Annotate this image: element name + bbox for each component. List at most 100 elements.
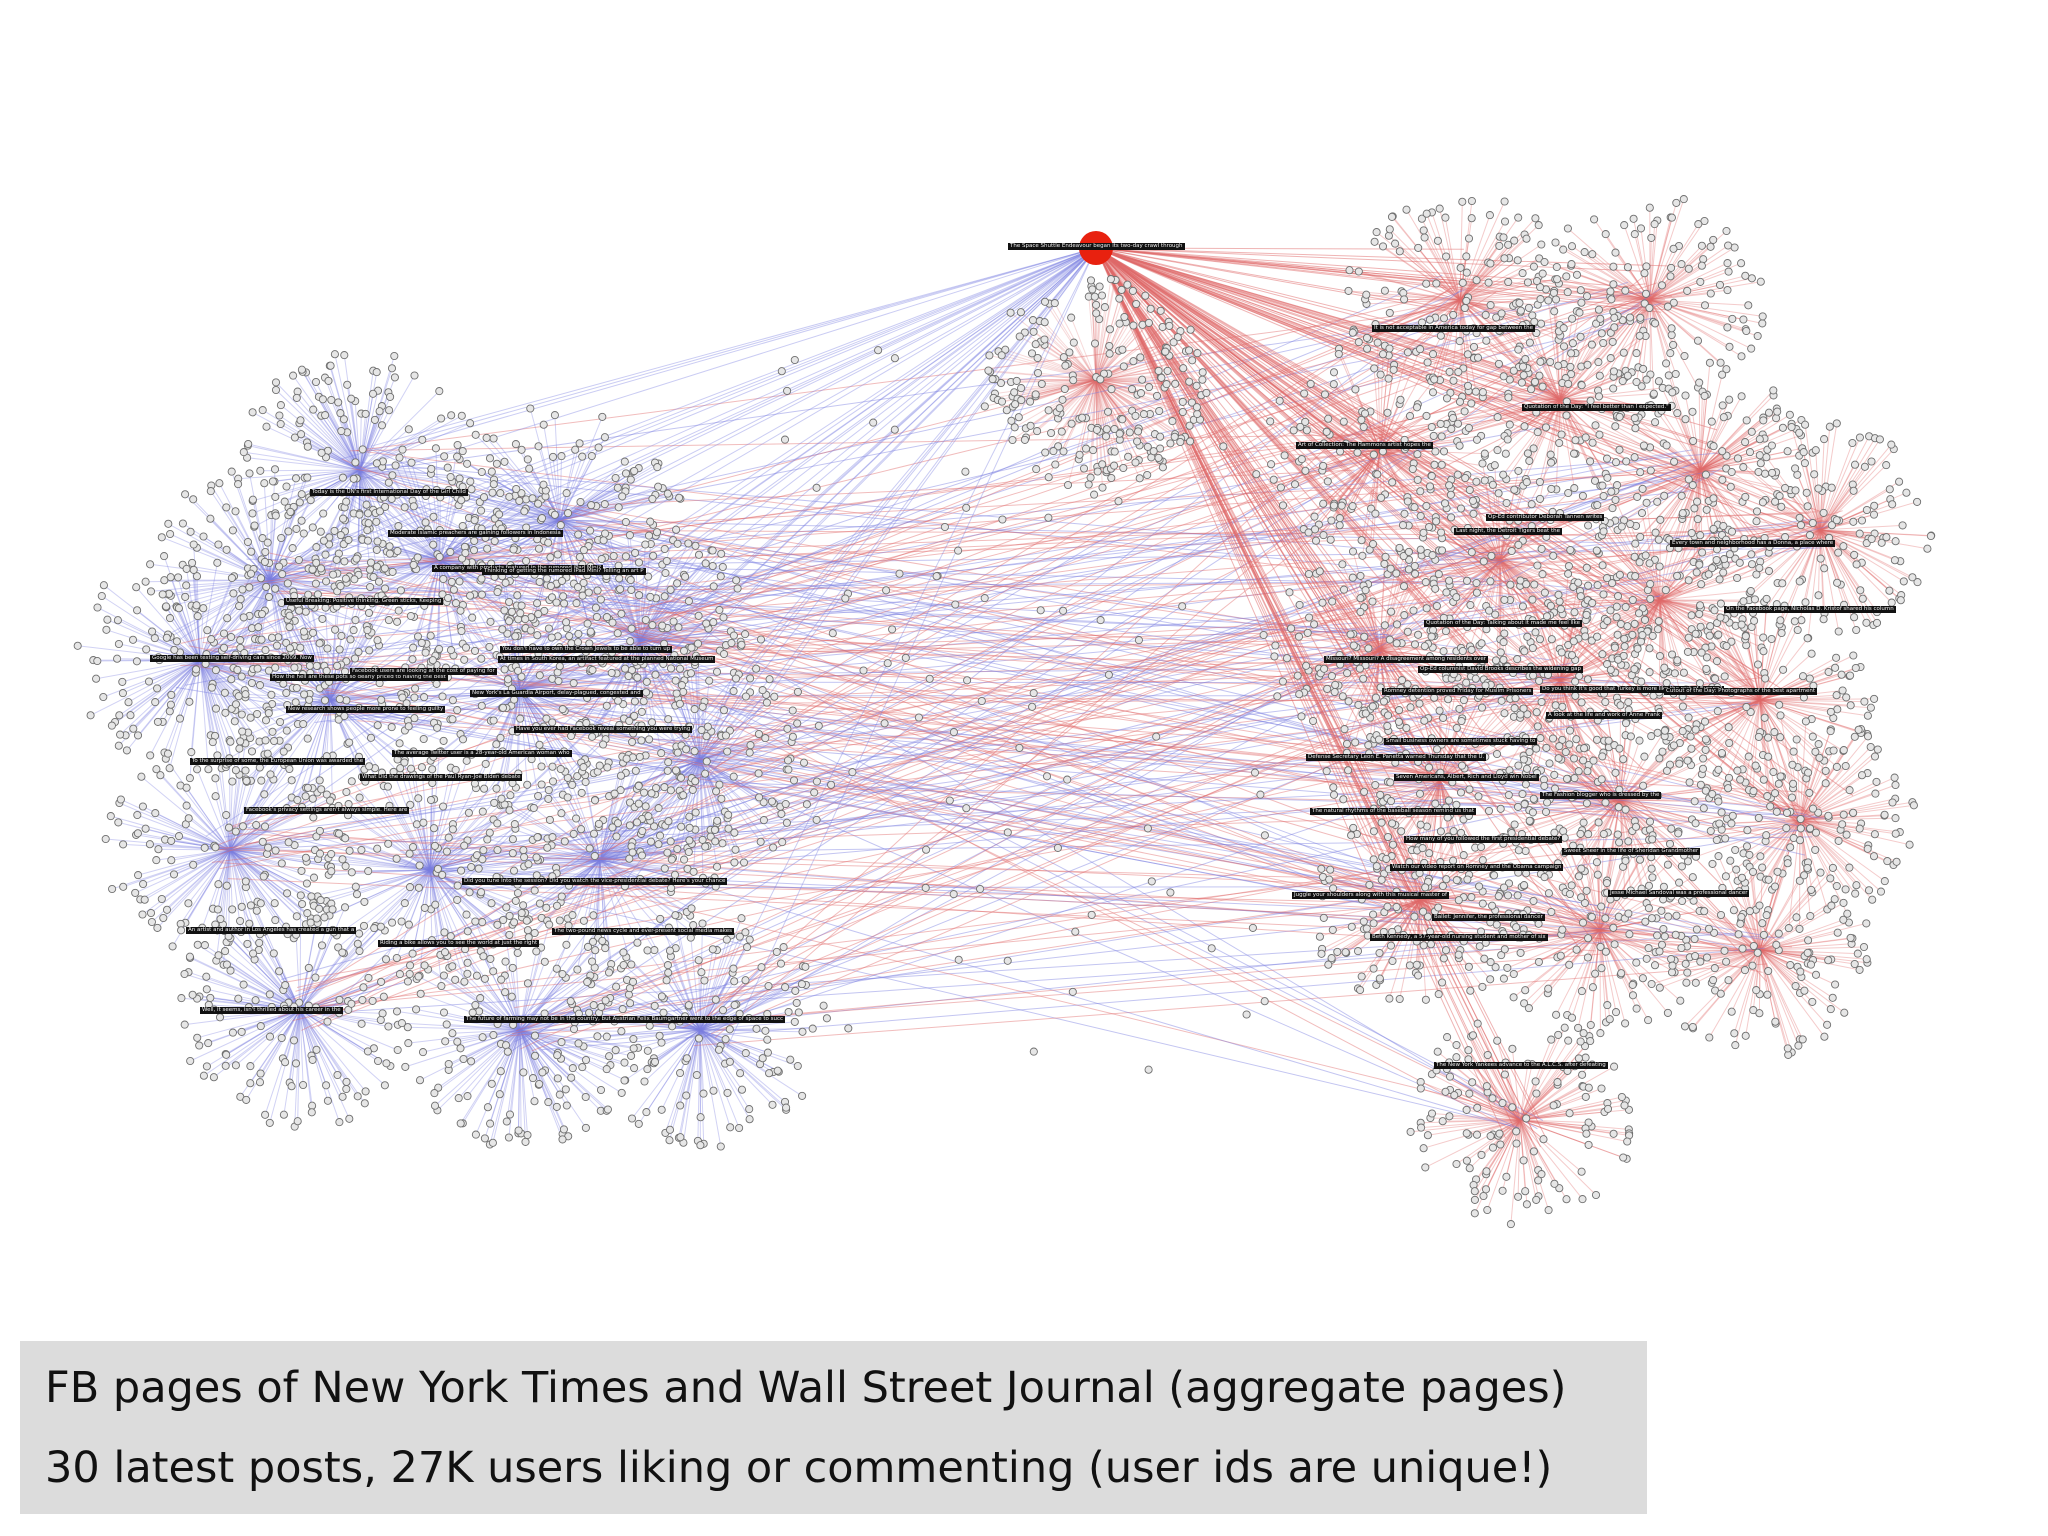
edge bbox=[359, 469, 416, 569]
edge bbox=[329, 598, 362, 701]
edge bbox=[359, 428, 410, 471]
edge bbox=[351, 559, 441, 605]
edge bbox=[359, 393, 374, 471]
edge bbox=[437, 559, 441, 652]
edge bbox=[429, 751, 440, 871]
edge bbox=[137, 849, 231, 876]
edge bbox=[559, 519, 666, 574]
edge bbox=[359, 419, 376, 471]
edge bbox=[269, 579, 289, 661]
edge bbox=[269, 579, 285, 657]
edge bbox=[559, 462, 656, 521]
edge bbox=[439, 548, 540, 561]
edge bbox=[559, 449, 576, 521]
edge bbox=[229, 849, 247, 882]
edge bbox=[494, 518, 561, 521]
edge bbox=[350, 398, 361, 471]
edge bbox=[223, 579, 271, 634]
edge bbox=[373, 559, 441, 578]
edge bbox=[368, 522, 441, 561]
edge bbox=[324, 377, 361, 471]
edge bbox=[269, 569, 313, 581]
edge bbox=[519, 658, 606, 691]
edge bbox=[559, 519, 656, 537]
edge bbox=[359, 469, 453, 482]
edge bbox=[229, 826, 244, 851]
edge bbox=[559, 504, 592, 521]
edge bbox=[519, 664, 638, 691]
edge bbox=[359, 469, 363, 539]
edge bbox=[519, 689, 565, 752]
edge bbox=[296, 469, 361, 530]
edge bbox=[296, 397, 361, 471]
edge bbox=[559, 519, 605, 573]
edge bbox=[226, 849, 231, 886]
edge bbox=[235, 699, 331, 711]
edge bbox=[439, 540, 545, 561]
edge bbox=[460, 689, 521, 735]
edge bbox=[180, 849, 231, 931]
edge bbox=[439, 559, 499, 590]
edge bbox=[212, 849, 231, 909]
edge bbox=[329, 632, 372, 701]
edge bbox=[519, 672, 617, 691]
edge bbox=[329, 615, 412, 701]
edge bbox=[170, 579, 271, 638]
edge bbox=[247, 457, 361, 471]
edge bbox=[456, 456, 561, 521]
edge bbox=[559, 519, 614, 557]
edge bbox=[512, 519, 561, 569]
edge bbox=[493, 438, 561, 521]
edge bbox=[150, 579, 271, 592]
edge bbox=[559, 519, 627, 557]
edge bbox=[329, 629, 336, 701]
edge bbox=[193, 849, 231, 866]
edge bbox=[186, 805, 231, 851]
edge bbox=[341, 492, 441, 561]
edge bbox=[305, 699, 331, 797]
edge bbox=[275, 382, 361, 471]
edge bbox=[269, 504, 367, 581]
edge bbox=[359, 469, 431, 475]
edge bbox=[519, 689, 533, 760]
edge bbox=[430, 689, 521, 762]
edge bbox=[519, 658, 582, 691]
edge bbox=[439, 493, 455, 561]
edge bbox=[196, 547, 271, 581]
edge bbox=[275, 389, 361, 471]
edge bbox=[496, 689, 521, 789]
edge bbox=[559, 498, 653, 521]
edge bbox=[217, 849, 231, 910]
edge bbox=[274, 469, 361, 482]
edge bbox=[229, 841, 289, 851]
edge bbox=[229, 796, 333, 851]
edge bbox=[184, 849, 231, 924]
edge bbox=[221, 768, 231, 851]
edge bbox=[299, 422, 361, 471]
edge bbox=[280, 404, 361, 471]
edge bbox=[461, 519, 561, 559]
edge bbox=[359, 405, 383, 471]
edge bbox=[229, 849, 276, 904]
edge bbox=[519, 689, 554, 782]
edge bbox=[306, 441, 361, 471]
edge bbox=[559, 519, 590, 543]
edge bbox=[119, 802, 231, 851]
edge bbox=[185, 579, 271, 598]
edge bbox=[559, 519, 592, 632]
edge bbox=[229, 849, 302, 872]
edge bbox=[134, 849, 231, 894]
edge bbox=[286, 699, 331, 809]
edge bbox=[272, 699, 331, 733]
edge bbox=[269, 537, 282, 581]
edge bbox=[228, 849, 231, 943]
edge bbox=[359, 469, 438, 555]
edge bbox=[105, 838, 231, 851]
edge bbox=[196, 769, 231, 851]
edge bbox=[519, 647, 534, 691]
edge bbox=[217, 760, 231, 851]
edge bbox=[186, 787, 231, 851]
edge bbox=[160, 774, 231, 851]
edge bbox=[229, 849, 276, 921]
edge bbox=[188, 849, 231, 904]
